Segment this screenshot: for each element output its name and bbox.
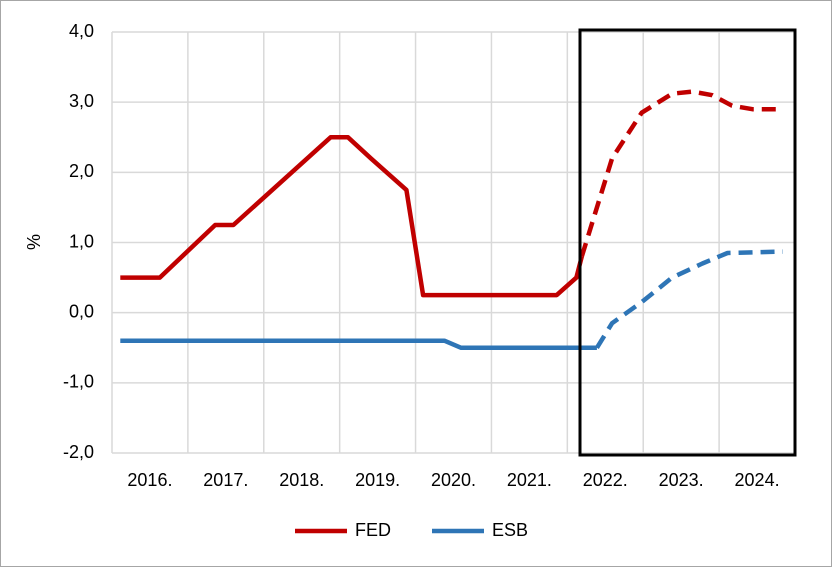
forecast-box [578, 28, 797, 457]
x-tick-label: 2024. [735, 470, 780, 490]
x-tick-label: 2022. [583, 470, 628, 490]
series-line [120, 338, 597, 351]
series-line [120, 135, 584, 298]
x-tick-label: 2019. [355, 470, 400, 490]
series-line-dashed [579, 89, 783, 258]
y-tick-label: 1,0 [69, 231, 94, 251]
legend-label: ESB [492, 520, 528, 540]
y-tick-label: -2,0 [63, 442, 94, 462]
y-tick-label: -1,0 [63, 372, 94, 392]
y-tick-label: 4,0 [69, 21, 94, 41]
x-tick-label: 2016. [127, 470, 172, 490]
y-tick-label: 3,0 [69, 91, 94, 111]
y-axis-label: % [24, 234, 44, 250]
y-tick-label: 2,0 [69, 161, 94, 181]
x-tick-label: 2021. [507, 470, 552, 490]
legend-label: FED [355, 520, 391, 540]
x-tick-label: 2023. [659, 470, 704, 490]
x-tick-label: 2017. [203, 470, 248, 490]
x-tick-label: 2018. [279, 470, 324, 490]
series-line-dashed [594, 249, 783, 349]
x-tick-label: 2020. [431, 470, 476, 490]
legend: FED ESB [295, 520, 528, 540]
grid: -2,0 -1,0 0,0 1,0 2,0 3,0 4,0 2016. 2017. 2018. 20… [63, 21, 796, 490]
plot [120, 89, 783, 351]
y-tick-label: 0,0 [69, 301, 94, 321]
